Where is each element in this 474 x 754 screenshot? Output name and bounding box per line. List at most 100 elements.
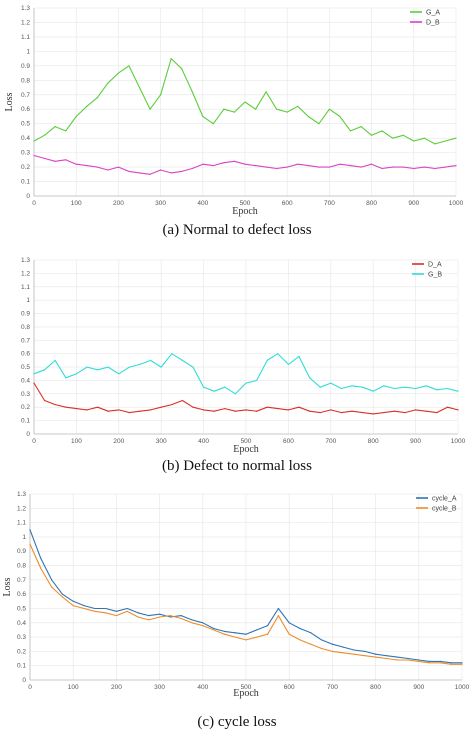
x-tick-label: 400 [198,438,209,445]
data-point [266,359,268,361]
x-tick-label: 500 [241,684,252,691]
data-point [234,410,236,412]
x-tick-label: 800 [370,684,381,691]
data-point [29,529,31,531]
data-point [159,616,161,618]
data-point [309,377,311,379]
data-point [245,639,247,641]
data-point [96,97,98,99]
x-tick-label: 1000 [455,684,470,691]
chart-caption-a: (a) Normal to defect loss [162,222,312,238]
x-tick-label: 100 [71,438,82,445]
data-point [234,632,236,634]
data-point [461,663,463,665]
chart-a: 0 0.1 0.2 0.3 0.4 0.5 0.6 0.7 0.8 0.9 1 1.1 1.2 1.3 0 1… [4,5,464,217]
data-point [423,166,425,168]
y-tick-label: 0.8 [17,563,26,570]
y-tick-label: 0.7 [21,92,30,99]
data-point [83,607,85,610]
data-point [340,387,342,390]
data-point [256,410,258,412]
data-point [277,407,279,410]
y-tick-label: 0.2 [21,404,30,411]
data-point [392,137,394,139]
data-point [360,166,362,168]
data-point [137,616,139,618]
chart-caption-b: (b) Defect to normal loss [162,458,312,474]
data-point [299,639,301,641]
data-point [244,101,246,103]
y-tick-label: 1.3 [17,491,26,498]
y-axis-label: Loss [4,92,15,111]
data-point [223,633,225,635]
data-point [233,160,236,162]
data-point [375,656,377,658]
data-point [191,622,193,624]
data-point [286,166,288,168]
data-point [423,137,425,139]
x-tick-label: 800 [366,200,377,207]
data-point [297,105,299,107]
data-point [381,167,383,170]
data-point [191,619,193,621]
data-point [181,170,183,173]
data-point [115,610,117,612]
x-tick-label: 300 [156,438,167,445]
data-point [415,409,417,411]
x-tick-label: 1000 [449,200,464,207]
data-point [254,165,257,167]
y-tick-label: 0.7 [17,577,26,584]
data-point [256,636,258,638]
y-tick-label: 0.6 [21,106,30,113]
data-point [128,411,130,414]
data-point [181,359,183,361]
data-point [117,166,119,168]
x-tick-label: 0 [28,684,32,691]
y-tick-label: 0.8 [21,77,30,84]
data-point [418,660,420,662]
y-tick-label: 0.3 [17,634,26,641]
legend-label: cycle_A [432,496,457,503]
data-point [65,130,67,132]
x-tick-label: 600 [284,684,295,691]
data-point [245,382,247,384]
legend-label: D_B [426,20,440,27]
data-point [94,610,96,612]
data-point [383,411,385,414]
x-tick-label: 900 [410,438,421,445]
data-point [75,373,77,375]
y-tick-label: 1 [26,48,30,55]
y-tick-label: 0.1 [21,179,30,186]
x-tick-label: 700 [325,438,336,445]
data-point [191,91,193,93]
data-point [385,655,387,657]
data-point [128,170,130,173]
data-point [107,82,109,84]
chart-panel-c: 0 0.1 0.2 0.3 0.4 0.5 0.6 0.7 0.8 0.9 1 1.1 1.2 1.3 0 1… [0,486,474,736]
data-point [434,167,436,170]
data-point [203,386,205,388]
data-point [97,406,99,408]
y-tick-label: 0.5 [21,364,30,371]
y-tick-label: 0.6 [17,591,26,598]
data-point [340,411,342,414]
data-point [330,409,332,411]
data-point [450,662,452,664]
y-tick-label: 1.1 [21,34,30,41]
data-point [180,615,182,617]
data-point [170,58,172,60]
chart-b: 0 0.1 0.2 0.3 0.4 0.5 0.6 0.7 0.8 0.9 1 1.1 1.2 1.3 0 1… [21,257,466,455]
data-point [342,646,344,648]
x-tick-label: 100 [68,684,79,691]
data-point [105,607,107,610]
data-point [160,406,162,408]
data-point [353,649,355,651]
data-point [413,167,415,170]
data-point [407,659,409,661]
data-point [86,165,88,167]
y-tick-label: 1.1 [17,520,26,527]
data-point [128,65,130,67]
y-tick-label: 0.1 [21,418,30,425]
data-point [160,94,162,96]
data-point [288,633,290,635]
